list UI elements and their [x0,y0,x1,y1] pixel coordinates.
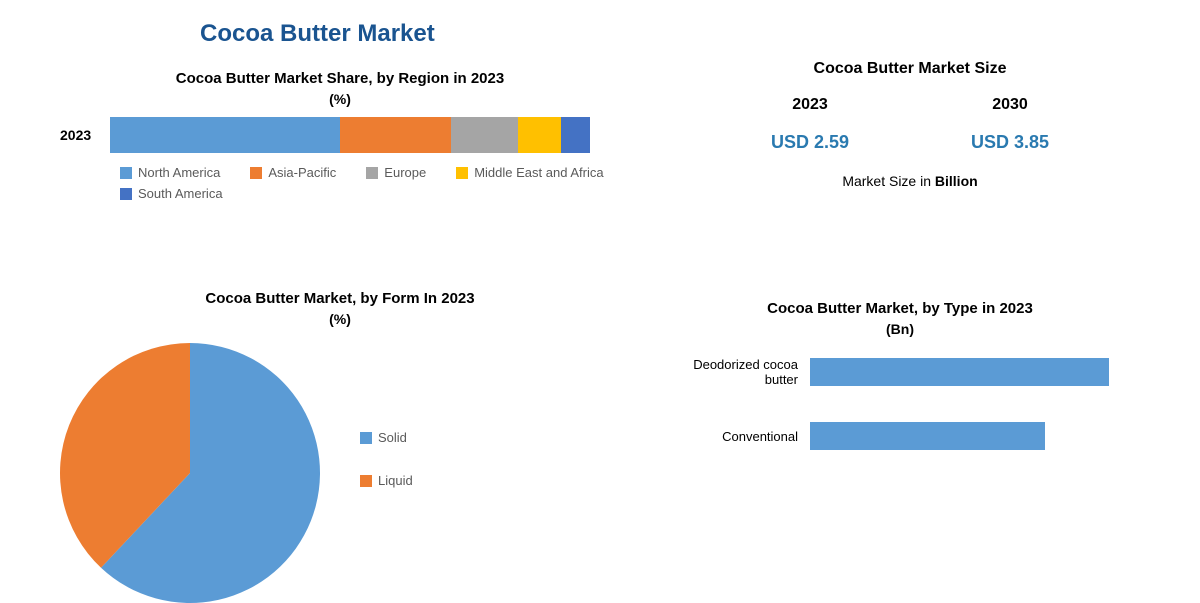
market-size-title: Cocoa Butter Market Size [710,60,1110,78]
market-size-unit: Market Size in Billion [710,173,1110,189]
hbar-chart-subtitle: (Bn) [660,321,1140,337]
region-legend-item-3: Middle East and Africa [456,165,603,180]
region-year-label: 2023 [60,127,110,143]
market-size-year-1: 2030 [992,96,1028,114]
hbar-rows: Deodorized cocoa butter Conventional [660,357,1140,450]
market-size-value-1: USD 3.85 [971,132,1049,153]
hbar-track [810,358,1140,386]
hbar-track [810,422,1140,450]
hbar-label: Conventional [660,429,810,444]
pie-svg [60,343,320,603]
legend-label: South America [138,186,223,201]
region-seg-4 [561,117,590,153]
region-share-chart: Cocoa Butter Market Share, by Region in … [60,70,620,201]
pie-chart-title: Cocoa Butter Market, by Form In 2023 [60,290,620,307]
legend-swatch-icon [366,167,378,179]
pie-chart-subtitle: (%) [60,311,620,327]
pie-legend-item-0: Solid [360,430,413,445]
region-legend-item-4: South America [120,186,223,201]
legend-swatch-icon [120,167,132,179]
legend-swatch-icon [360,475,372,487]
form-pie-chart: Cocoa Butter Market, by Form In 2023 (%)… [60,290,620,603]
pie-legend: Solid Liquid [360,430,413,516]
region-stacked-bar [110,117,590,153]
region-seg-0 [110,117,340,153]
legend-label: Asia-Pacific [268,165,336,180]
region-chart-title: Cocoa Butter Market Share, by Region in … [60,70,620,87]
region-legend: North America Asia-Pacific Europe Middle Ea… [120,165,620,201]
legend-label: Solid [378,430,407,445]
hbar-fill [810,422,1045,450]
hbar-label: Deodorized cocoa butter [660,357,810,387]
region-legend-item-1: Asia-Pacific [250,165,336,180]
type-bar-chart: Cocoa Butter Market, by Type in 2023 (Bn… [660,300,1140,485]
legend-label: North America [138,165,220,180]
market-size-unit-bold: Billion [935,173,978,189]
market-size-year-0: 2023 [792,96,828,114]
region-seg-3 [518,117,561,153]
market-size-unit-prefix: Market Size in [842,173,935,189]
hbar-row-0: Deodorized cocoa butter [660,357,1140,387]
pie-legend-item-1: Liquid [360,473,413,488]
hbar-chart-title: Cocoa Butter Market, by Type in 2023 [660,300,1140,317]
region-legend-item-0: North America [120,165,220,180]
hbar-row-1: Conventional [660,422,1140,450]
market-size-panel: Cocoa Butter Market Size 2023 2030 USD 2… [710,60,1110,189]
region-chart-subtitle: (%) [60,91,620,107]
legend-label: Middle East and Africa [474,165,603,180]
region-seg-1 [340,117,450,153]
legend-swatch-icon [250,167,262,179]
legend-label: Liquid [378,473,413,488]
legend-swatch-icon [120,188,132,200]
legend-swatch-icon [360,432,372,444]
market-size-value-0: USD 2.59 [771,132,849,153]
region-legend-item-2: Europe [366,165,426,180]
region-seg-2 [451,117,518,153]
hbar-fill [810,358,1109,386]
legend-swatch-icon [456,167,468,179]
legend-label: Europe [384,165,426,180]
page-title: Cocoa Butter Market [200,20,435,48]
